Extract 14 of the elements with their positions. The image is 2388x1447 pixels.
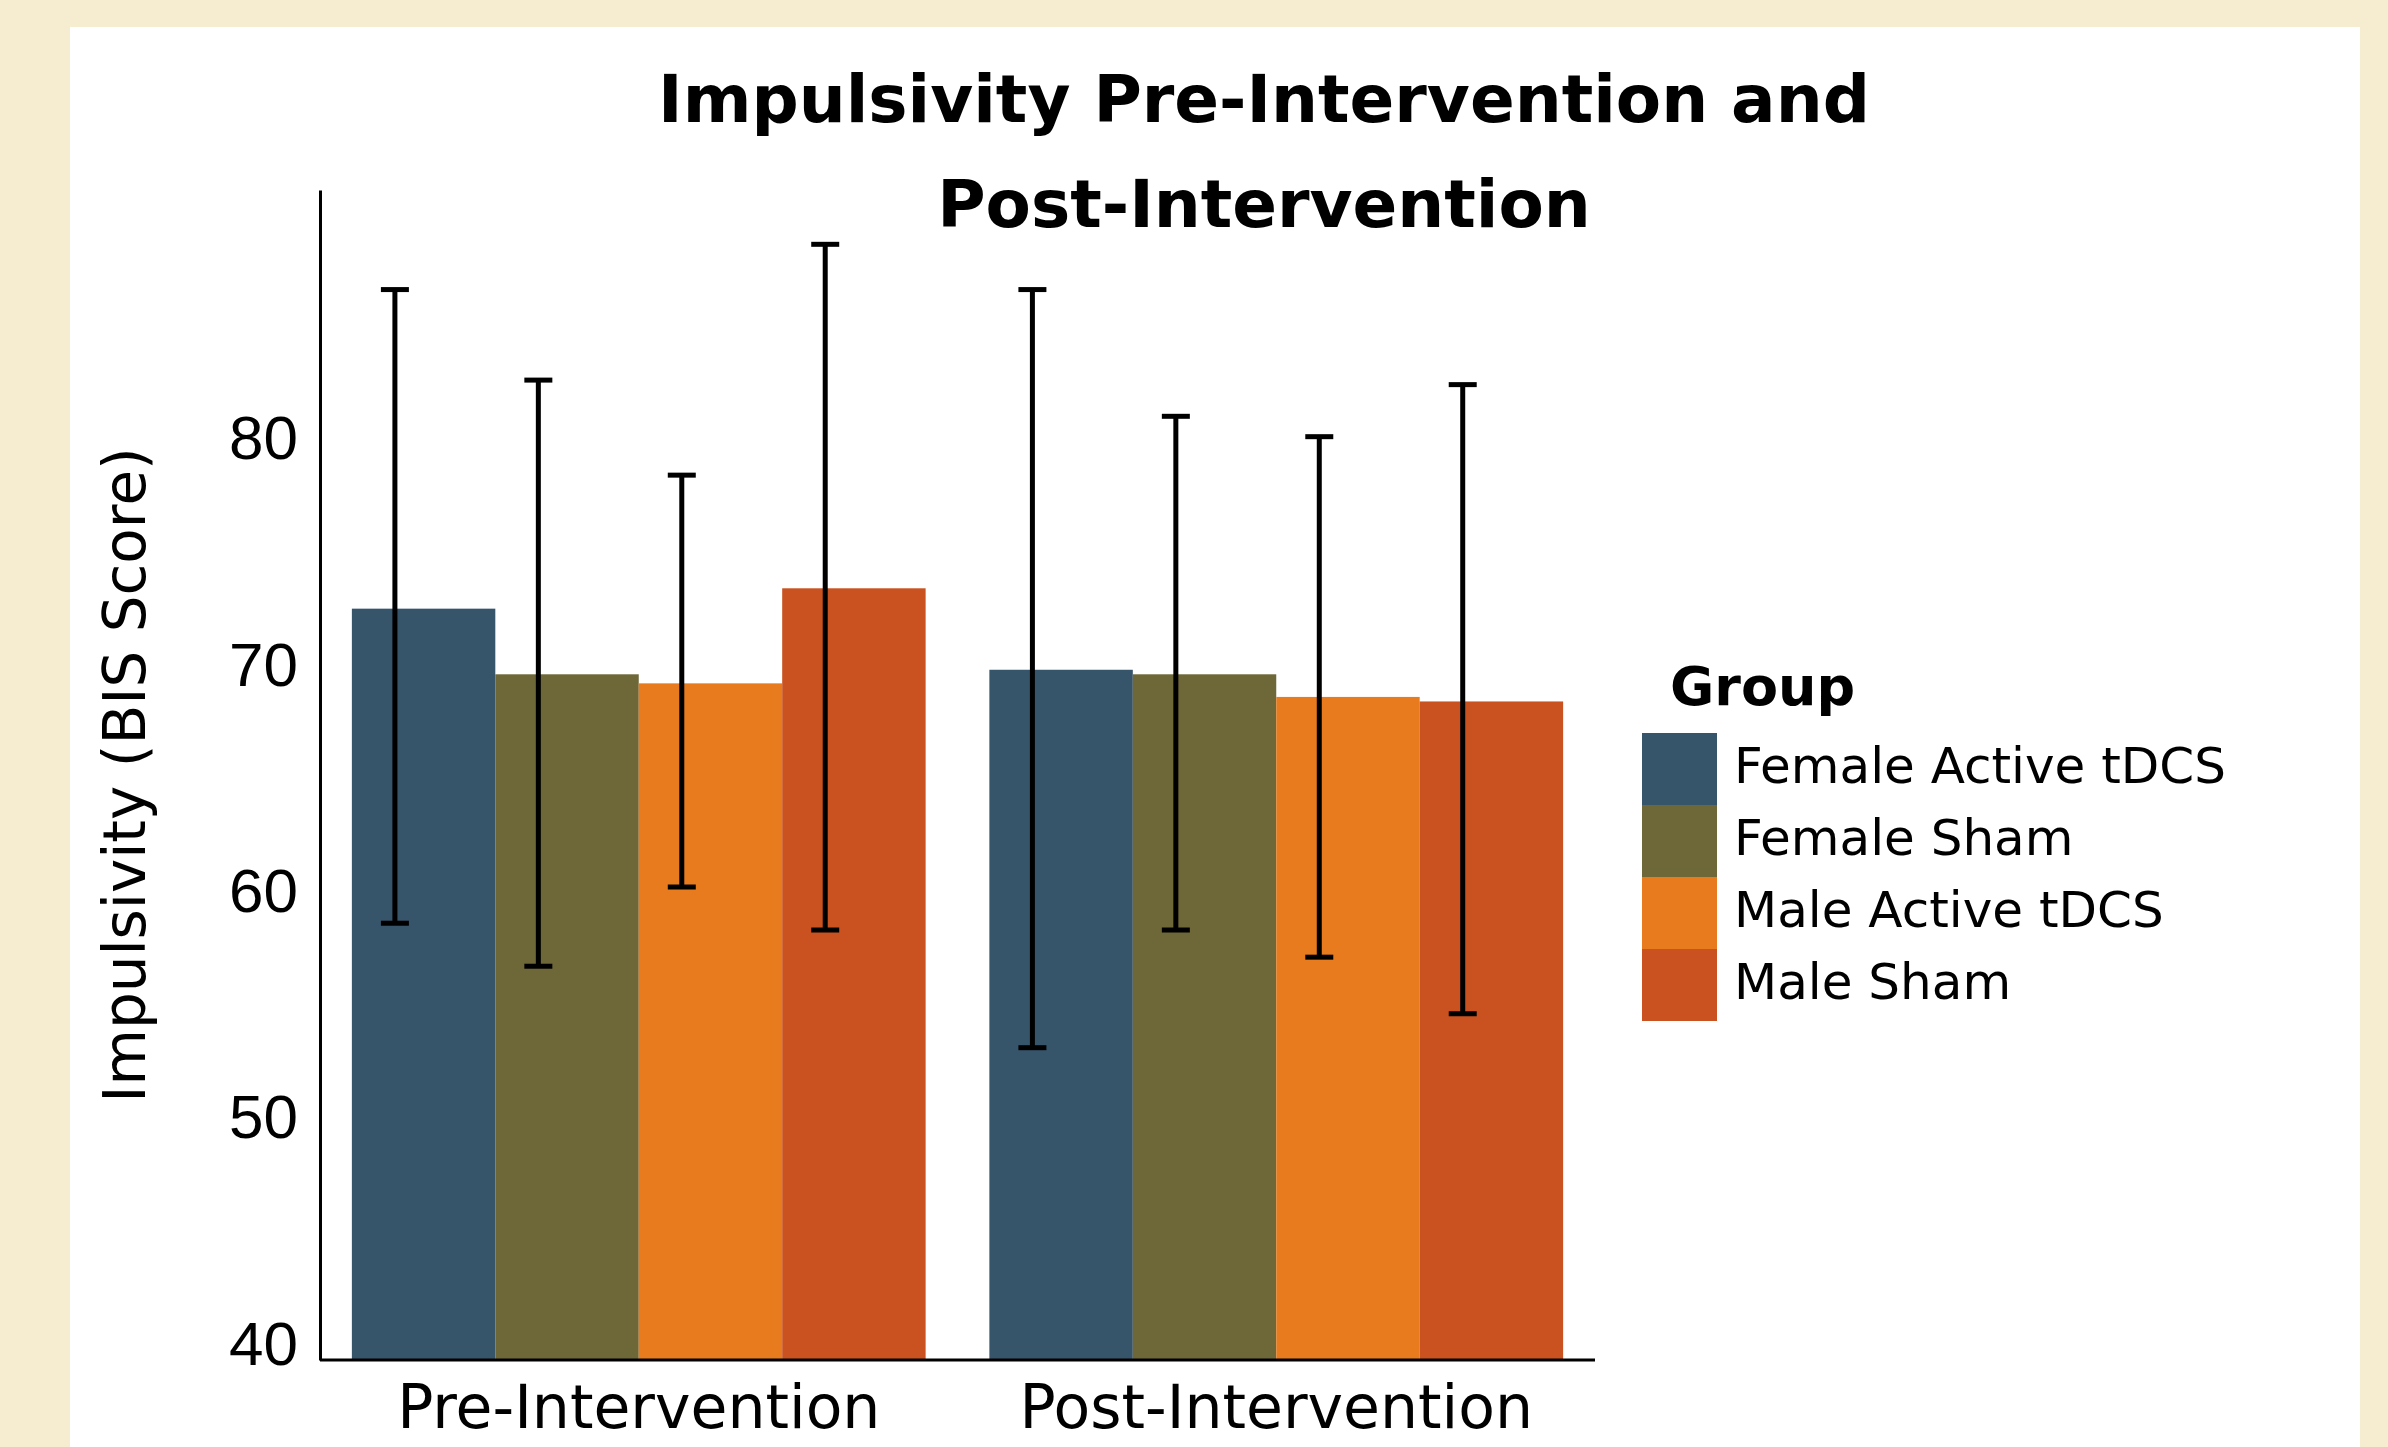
y-tick-label: 80: [229, 403, 298, 473]
y-tick-label: 50: [229, 1082, 298, 1152]
legend-label: Female Sham: [1734, 809, 2074, 867]
legend-label: Male Active tDCS: [1734, 881, 2164, 939]
x-tick-label: Pre-Intervention: [397, 1372, 881, 1442]
chart-title: Impulsivity Pre-Intervention and Post-Intervention: [658, 61, 1870, 243]
legend-label: Male Sham: [1734, 953, 2012, 1011]
y-tick-label: 70: [229, 629, 298, 699]
legend-title: Group: [1670, 655, 1856, 718]
y-tick-label: 60: [229, 855, 298, 925]
y-axis-title: Impulsivity (BIS Score): [91, 447, 159, 1103]
y-tick-label: 40: [229, 1308, 298, 1378]
legend-label: Female Active tDCS: [1734, 737, 2226, 795]
x-tick-label: Post-Intervention: [1019, 1372, 1533, 1442]
